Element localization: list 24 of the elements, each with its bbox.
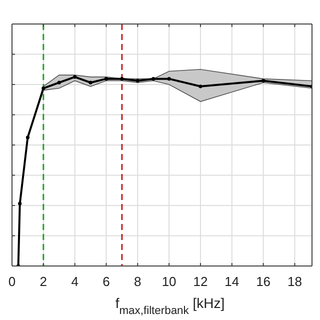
point (73, 75, 77, 79)
point (42, 86, 46, 90)
point (18, 202, 22, 206)
point (26, 136, 30, 140)
x-tick-label: 2 (40, 274, 48, 289)
point (120, 77, 124, 81)
x-tick-label: 12 (193, 274, 208, 289)
x-tick-label: 16 (256, 274, 271, 289)
x-axis-title: f$_{max,filterbank}$ [kHz] (115, 295, 225, 317)
point (88, 80, 92, 84)
point (167, 77, 171, 81)
point (262, 78, 266, 83)
x-tick-label: 6 (102, 274, 110, 289)
x-tick-label: 4 (71, 274, 78, 289)
point (152, 77, 156, 81)
x-tick-label: 10 (162, 274, 176, 289)
point (136, 78, 140, 83)
point (198, 84, 202, 88)
x-tick-label: 8 (134, 274, 142, 289)
x-tick-label: 0 (8, 274, 16, 289)
point (104, 77, 108, 81)
point (57, 80, 61, 84)
x-tick-label: 14 (224, 274, 240, 289)
x-tick-label: 18 (287, 274, 302, 289)
